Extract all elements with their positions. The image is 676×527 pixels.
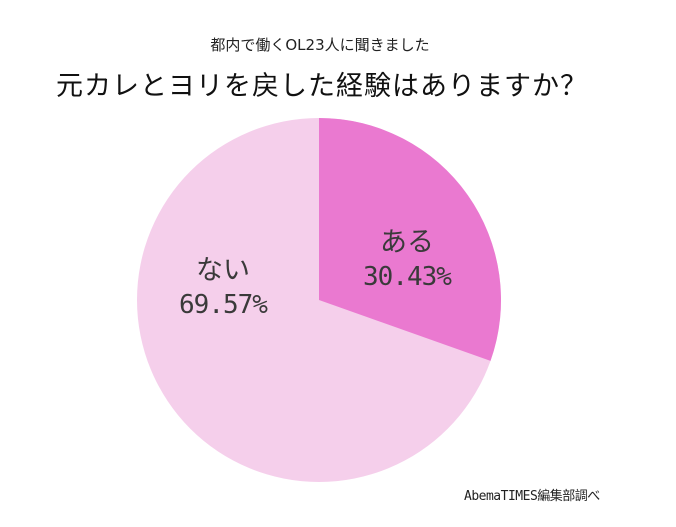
chart-title: 元カレとヨリを戻した経験はありますか？ (56, 71, 588, 102)
slice-label-aru-percent: 30.43% (363, 262, 452, 292)
chart-subtitle: 都内で働くOL23人に聞きました (210, 36, 430, 54)
slice-label-aru: ある 30.43% (352, 226, 462, 294)
slice-label-aru-name: ある (380, 227, 434, 258)
slice-label-nai-name: ない (196, 255, 250, 286)
source-note: AbemaTIMES編集部調べ (464, 489, 600, 504)
pie-slice-aru (319, 118, 502, 361)
slice-label-nai-percent: 69.57% (179, 290, 268, 320)
slice-label-nai: ない 69.57% (168, 254, 278, 322)
